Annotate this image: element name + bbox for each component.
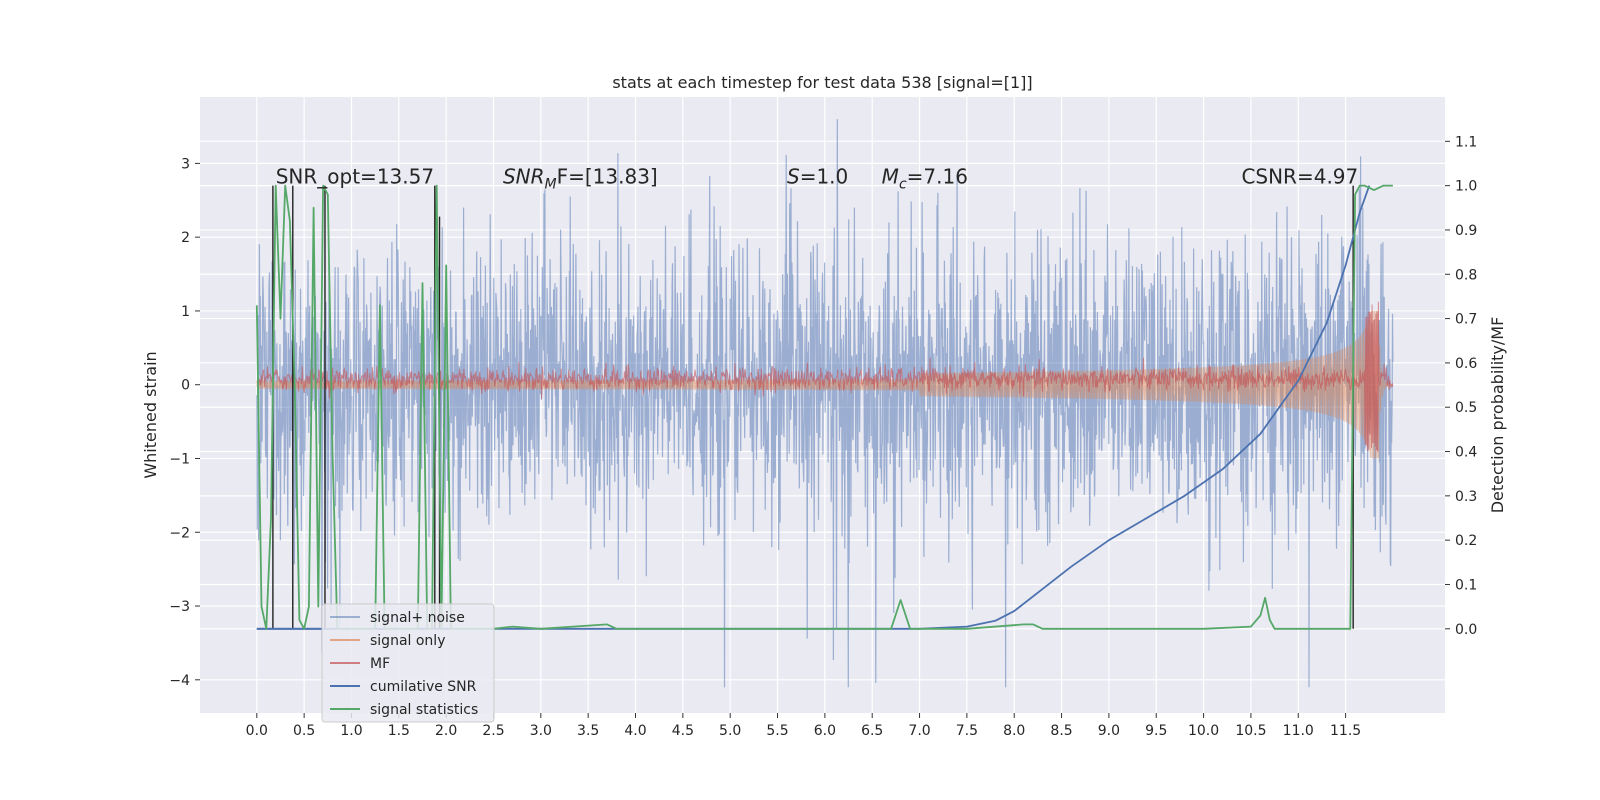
annotation: SNRMF=[13.83] [503, 165, 658, 193]
y-tick-label: 1 [181, 304, 190, 320]
x-tick-label: 2.5 [482, 723, 504, 739]
x-tick-label: 10.5 [1235, 723, 1266, 739]
x-tick-label: 5.0 [719, 723, 741, 739]
x-tick-label: 10.0 [1188, 723, 1219, 739]
signal-noise-line [256, 119, 1394, 688]
x-tick-label: 9.0 [1098, 723, 1120, 739]
y-tick-label: −1 [169, 451, 190, 467]
signal-noise-series [256, 119, 1394, 688]
y-tick-label: −4 [169, 673, 190, 689]
y-right-tick-label: 0.4 [1455, 445, 1477, 461]
x-tick-label: 6.5 [861, 723, 883, 739]
y-tick-label: 0 [181, 378, 190, 394]
y-right-tick-label: 0.8 [1455, 267, 1477, 283]
mf-line [256, 301, 1394, 453]
chart-title: stats at each timestep for test data 538… [612, 73, 1032, 92]
legend: signal+ noise signal only MF cumilative SNR… [321, 603, 495, 723]
y-tick-label: −2 [169, 525, 190, 541]
y-right-tick-label: 0.2 [1455, 533, 1477, 549]
legend-label: signal+ noise [370, 610, 465, 626]
x-tick-label: 3.5 [577, 723, 599, 739]
y-right-tick-label: 0.1 [1455, 577, 1477, 593]
x-tick-label: 9.5 [1145, 723, 1167, 739]
legend-box [321, 603, 495, 723]
x-tick-label: 4.5 [672, 723, 694, 739]
legend-label: MF [370, 656, 390, 672]
x-tick-label: 0.0 [246, 723, 268, 739]
y-right-tick-label: 0.5 [1455, 400, 1477, 416]
x-tick-label: 1.0 [340, 723, 362, 739]
x-tick-label: 2.0 [435, 723, 457, 739]
x-tick-label: 6.0 [814, 723, 836, 739]
y-right-tick-label: 0.6 [1455, 356, 1477, 372]
y-right-tick-label: 0.3 [1455, 489, 1477, 505]
mf-series [256, 301, 1394, 453]
y-right-tick-label: 0.0 [1455, 622, 1477, 638]
cumulative-snr-series [256, 185, 1371, 630]
legend-label: cumilative SNR [370, 679, 477, 695]
legend-label: signal only [370, 633, 445, 649]
x-axis: 0.0 0.5 1.0 1.5 2.0 2.5 3.0 3.5 4.0 4.5 5.0 5.5 6.0 6… [246, 713, 1361, 739]
y-tick-label: 2 [181, 230, 190, 246]
legend-label: signal statistics [370, 702, 478, 718]
x-tick-label: 8.0 [1003, 723, 1025, 739]
x-tick-label: 11.5 [1330, 723, 1361, 739]
x-tick-label: 4.0 [624, 723, 646, 739]
annotation: SNR_opt=13.57 [276, 165, 434, 189]
annotation: Mc=7.16 [882, 165, 968, 193]
x-tick-label: 5.5 [766, 723, 788, 739]
y-right-tick-label: 0.7 [1455, 312, 1477, 328]
x-tick-label: 3.0 [530, 723, 552, 739]
y-axis-right: 0.0 0.1 0.2 0.3 0.4 0.5 0.6 0.7 0.8 0.9 1.0 1.1 [1445, 134, 1477, 638]
y-right-tick-label: 1.0 [1455, 179, 1477, 195]
x-tick-label: 7.0 [908, 723, 930, 739]
y-right-tick-label: 1.1 [1455, 134, 1477, 150]
cumulative-snr-line [256, 185, 1371, 630]
x-tick-label: 1.5 [388, 723, 410, 739]
y-tick-label: −3 [169, 599, 190, 615]
annotation: S=1.0 [787, 165, 848, 189]
annotations: SNR_opt=13.57 SNRMF=[13.83] S=1.0 Mc=7.16 CS… [276, 165, 1359, 193]
annotation: CSNR=4.97 [1241, 165, 1358, 189]
x-tick-label: 11.0 [1283, 723, 1314, 739]
y-axis-right-label: Detection probability/MF [1488, 317, 1507, 514]
x-tick-label: 7.5 [956, 723, 978, 739]
y-right-tick-label: 0.9 [1455, 223, 1477, 239]
x-tick-label: 8.5 [1050, 723, 1072, 739]
y-tick-label: 3 [181, 156, 190, 172]
x-tick-label: 0.5 [293, 723, 315, 739]
y-axis-label: Whitened strain [141, 351, 160, 478]
y-axis-left: −4 −3 −2 −1 0 1 2 3 [169, 156, 200, 689]
